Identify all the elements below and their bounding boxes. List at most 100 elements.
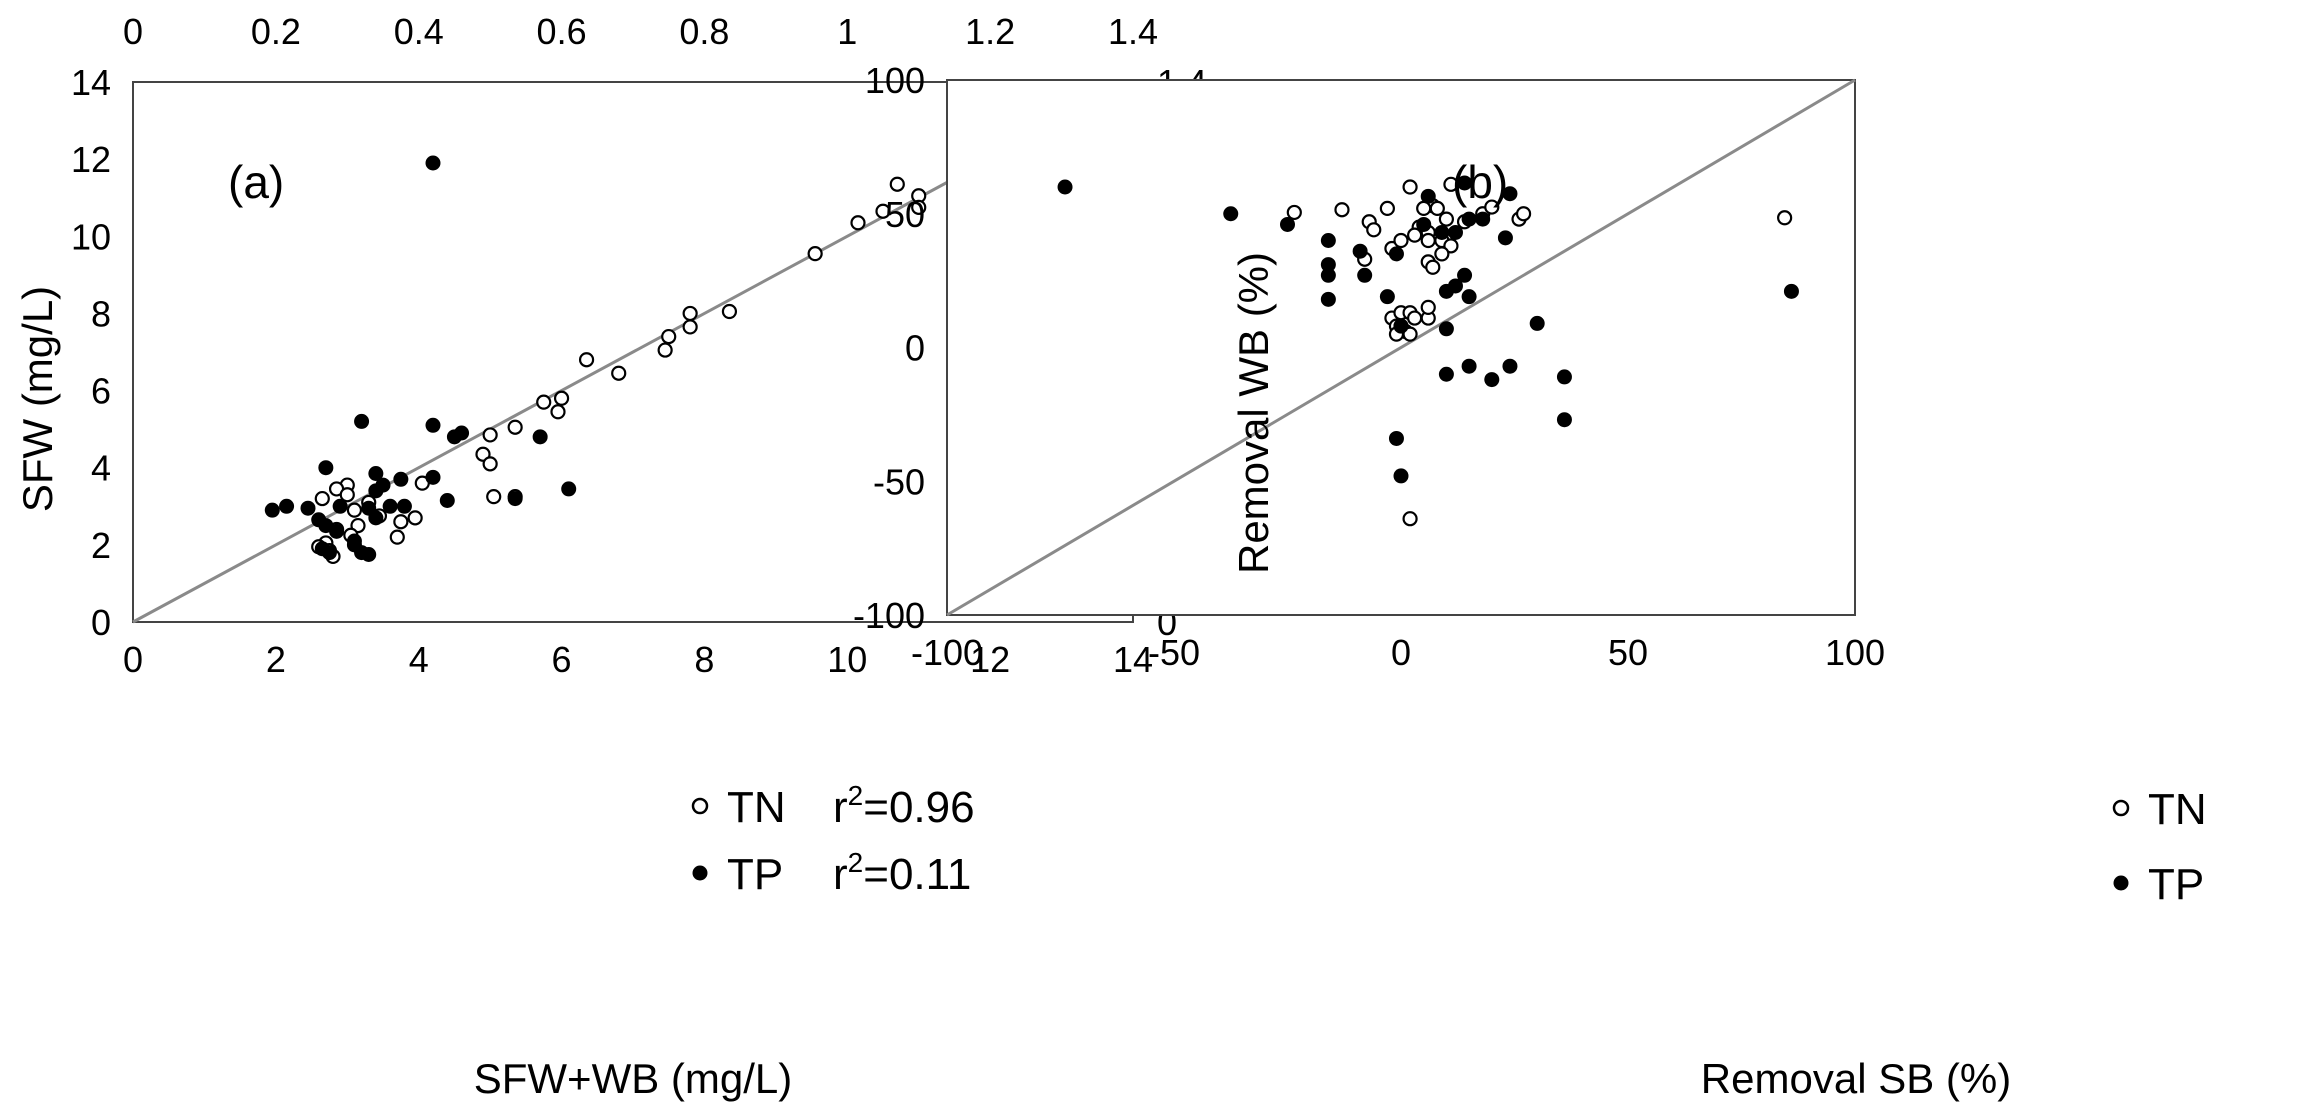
panel-a-legend: TN r2=0.96 TP r2=0.11 (691, 780, 975, 899)
data-point-tp (1438, 366, 1454, 382)
data-point-tn (1334, 202, 1350, 218)
data-point-tn (314, 490, 330, 507)
data-point-tn (807, 246, 823, 262)
data-point-tp (1223, 206, 1239, 222)
data-point-tn (407, 510, 423, 526)
data-point-tp (1388, 246, 1404, 262)
data-point-tn (393, 514, 409, 530)
data-point-tp (1388, 430, 1404, 446)
data-point-tn (1434, 246, 1450, 262)
y-tick-label: 100 (865, 60, 925, 101)
x-tick-label: 2 (266, 639, 286, 680)
panel-a-label: (a) (228, 156, 284, 208)
panel-b-series-tp (1057, 175, 1799, 484)
data-point-tp (1457, 175, 1473, 191)
x-tick-label: -50 (1148, 632, 1200, 673)
data-point-tp (1379, 289, 1395, 305)
x-tick-label: 8 (694, 639, 714, 680)
data-point-tn (1379, 200, 1395, 216)
top-tick-label: 0.2 (251, 11, 301, 52)
data-point-tn (1407, 310, 1423, 326)
x-tick-label: 14 (1113, 639, 1153, 680)
data-point-tp (425, 417, 441, 433)
panel-a-legend-item-tn: TN r2=0.96 (691, 780, 975, 832)
data-point-tp (1457, 267, 1473, 283)
data-point-tn (1438, 211, 1455, 227)
panel-a-x-axis-title: SFW+WB (mg/L) (474, 1055, 793, 1102)
panel-b-chart: -100 -50 0 50 100 -100 -50 0 50 100 (b) Removal … (853, 60, 2207, 1102)
data-point-tp (1529, 315, 1545, 331)
data-point-tp (329, 523, 345, 539)
data-point-tp (1420, 188, 1436, 204)
data-point-tn (578, 352, 595, 368)
data-point-tn (657, 342, 673, 358)
panel-a-legend-item-tp: TP r2=0.11 (692, 847, 971, 899)
legend-label-tn: TN (727, 783, 786, 832)
data-point-tp (1461, 211, 1477, 227)
data-point-tn (482, 456, 498, 472)
top-tick-label: 0.8 (679, 11, 729, 52)
data-point-tp (1497, 230, 1513, 246)
x-tick-label: 12 (970, 639, 1010, 680)
legend-label-tp: TP (727, 850, 783, 899)
data-point-tn (1366, 222, 1382, 238)
y-tick-label: 14 (71, 62, 111, 103)
top-tick-label: 0 (123, 11, 143, 52)
data-point-tp (1416, 216, 1432, 232)
data-point-tp (332, 498, 348, 514)
data-point-tp (264, 502, 280, 518)
data-point-tn (1286, 204, 1302, 221)
panel-b-x-tick-labels: -100 -50 0 50 100 (911, 632, 1885, 673)
panel-a-y-axis-title: SFW (mg/L) (14, 286, 61, 512)
x-tick-label: 10 (827, 639, 867, 680)
data-point-tn (507, 419, 523, 435)
top-tick-label: 1.4 (1108, 11, 1158, 52)
data-point-tp (446, 429, 462, 445)
data-point-tn (482, 427, 498, 443)
data-point-tp (1556, 369, 1572, 385)
data-point-tn (389, 529, 405, 545)
data-point-tp (321, 545, 337, 561)
legend-filled-circle-marker (2113, 875, 2129, 891)
panel-b-legend-item-tp: TP (2113, 860, 2204, 909)
panel-b-legend-item-tn: TN (2112, 785, 2207, 834)
data-point-tp (1393, 318, 1409, 334)
data-point-tp (425, 469, 441, 485)
legend-r2-tn: r2=0.96 (833, 780, 975, 832)
panel-a-y-tick-labels: 0 2 4 6 8 10 12 14 (71, 62, 111, 643)
data-point-tn (721, 303, 738, 320)
panel-b-y-tick-labels: -100 -50 0 50 100 (853, 60, 925, 636)
top-tick-label: 1.2 (965, 11, 1015, 52)
data-point-tn (1777, 210, 1793, 226)
data-point-tn (1393, 232, 1409, 249)
data-point-tp (1461, 358, 1477, 374)
panel-a-x-tick-labels: 0 2 4 6 8 10 12 14 (123, 639, 1153, 680)
data-point-tp (361, 547, 377, 562)
y-tick-label: -50 (873, 461, 925, 502)
data-point-tp (439, 493, 455, 508)
data-point-tn (536, 394, 552, 410)
data-point-tn (682, 319, 698, 335)
data-point-tn (553, 390, 570, 406)
x-tick-label: 0 (1391, 632, 1411, 673)
y-tick-label: 8 (91, 293, 111, 334)
data-point-tn (1484, 199, 1500, 215)
panel-a-top-tick-labels: 0 0.2 0.4 0.6 0.8 1 1.2 1.4 (123, 11, 1158, 52)
y-tick-label: 0 (91, 602, 111, 643)
data-point-tn (682, 305, 698, 322)
y-tick-label: -100 (853, 595, 925, 636)
data-point-tp (300, 500, 316, 516)
data-point-tp (393, 471, 409, 487)
top-tick-label: 1 (837, 11, 857, 52)
data-point-tp (561, 481, 577, 497)
panel-b-label: (b) (1452, 156, 1508, 208)
data-point-tp (382, 498, 398, 514)
data-point-tp (1320, 267, 1336, 283)
data-point-tp (1502, 358, 1518, 374)
data-point-tp (507, 491, 523, 507)
legend-label-tn: TN (2148, 785, 2207, 834)
data-point-tn (1420, 232, 1436, 249)
y-tick-label: 2 (91, 525, 111, 566)
data-point-tn (611, 365, 627, 381)
